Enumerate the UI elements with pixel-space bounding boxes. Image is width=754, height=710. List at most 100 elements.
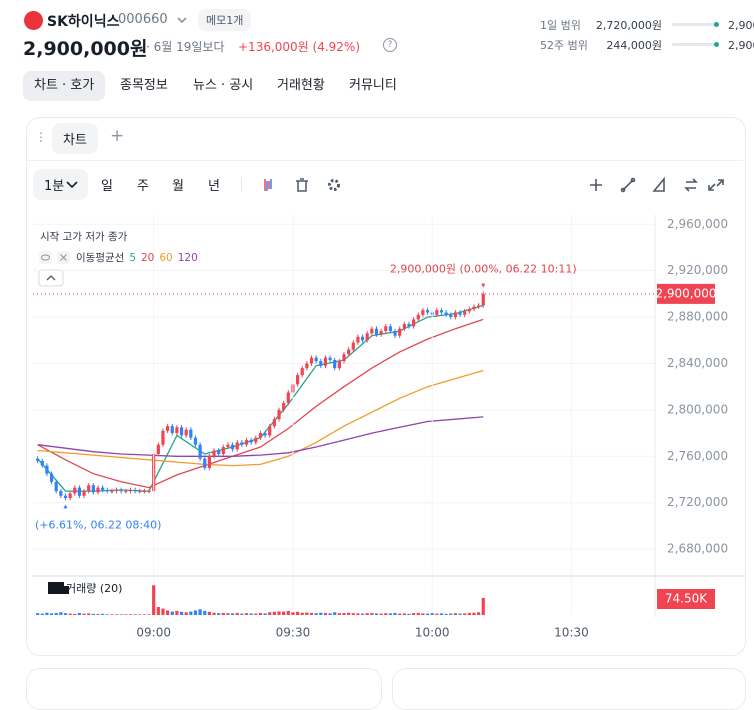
candle-body xyxy=(402,324,406,329)
candle-body xyxy=(268,426,272,436)
candle-body xyxy=(105,489,109,492)
candle-body xyxy=(309,357,314,364)
volume-bar xyxy=(365,613,369,615)
candle-body xyxy=(249,440,253,443)
volume-bar xyxy=(184,612,188,615)
period[interactable]: 일 xyxy=(101,179,113,194)
candle-body xyxy=(207,456,211,468)
volume-bar xyxy=(295,611,300,615)
candle-body xyxy=(226,444,230,448)
divider xyxy=(27,160,743,161)
range-bar xyxy=(672,43,718,46)
moving-average-line xyxy=(37,416,484,457)
y-tick-label: 2,920,000 xyxy=(667,263,728,277)
candle-body xyxy=(166,426,170,431)
interval[interactable]: 1분 xyxy=(44,179,65,194)
page: SK하이닉스 000660 메모1개 2,900,000원 · 6월 19일보다… xyxy=(23,9,754,710)
candle-body xyxy=(421,310,425,315)
candle-body xyxy=(240,442,244,445)
ma-legend-entry: 120 xyxy=(178,252,198,264)
ma-legend-entry: 5 xyxy=(129,252,136,264)
collapse-button[interactable] xyxy=(38,269,64,287)
drawing-tools[interactable] xyxy=(586,176,736,194)
tab[interactable]: 커뮤니티 xyxy=(349,78,397,93)
toolbar-icons[interactable] xyxy=(258,176,348,194)
volume-bar xyxy=(40,613,44,615)
chart-tab[interactable]: 차트 xyxy=(52,123,98,154)
chevron[interactable] xyxy=(176,14,188,26)
period[interactable]: 주 xyxy=(137,179,149,194)
volume-bar xyxy=(221,612,225,615)
candle-body xyxy=(49,473,54,482)
tab[interactable]: 뉴스 · 공시 xyxy=(193,78,254,93)
candle-body xyxy=(319,361,323,366)
period[interactable]: 월 xyxy=(172,179,184,194)
volume-bar xyxy=(351,613,355,615)
volume-bar xyxy=(291,612,295,615)
volume-bar xyxy=(477,612,481,615)
volume-bar xyxy=(305,612,309,615)
candle-body xyxy=(124,491,128,493)
candle-body xyxy=(175,427,179,434)
moving-average-line xyxy=(37,369,484,467)
candle-body xyxy=(370,328,374,334)
volume-bar xyxy=(481,597,485,615)
volume-logo xyxy=(48,582,69,594)
volume-bar xyxy=(388,613,393,615)
candle-body xyxy=(91,485,95,493)
interval-select[interactable] xyxy=(33,169,88,200)
volume-bar xyxy=(319,612,323,615)
add-tab[interactable]: + xyxy=(110,126,125,146)
chevron xyxy=(66,181,78,189)
candle-body xyxy=(425,310,430,313)
volume-bar xyxy=(152,585,156,615)
volume-bar xyxy=(467,612,471,615)
candle-body xyxy=(198,444,202,459)
logo xyxy=(24,11,43,30)
candle-body xyxy=(439,310,444,313)
candle-body xyxy=(161,430,165,445)
tab[interactable]: 종목정보 xyxy=(120,78,168,93)
candle-body xyxy=(286,392,290,403)
volume-bar xyxy=(449,613,453,615)
ma-visibility-icons[interactable] xyxy=(39,251,70,264)
candle-body xyxy=(444,312,448,315)
tab[interactable]: 차트 · 호가 xyxy=(23,71,106,101)
volume-bar xyxy=(398,613,402,615)
volume-bar xyxy=(235,612,239,615)
volume-bar xyxy=(430,613,434,615)
volume-bar xyxy=(114,614,119,615)
candle-body xyxy=(82,491,86,496)
candle-body xyxy=(119,489,123,492)
y-tick-label: 2,680,000 xyxy=(667,542,728,556)
candle-body xyxy=(453,312,458,318)
candle-body xyxy=(416,314,420,320)
candle-body xyxy=(258,433,263,438)
moving-average-line xyxy=(37,318,484,489)
volume-bar xyxy=(142,614,147,615)
memo-pill[interactable]: 메모1개 xyxy=(198,9,252,31)
volume-bar xyxy=(272,611,276,615)
volume-bar xyxy=(179,611,184,615)
candle-body xyxy=(388,326,393,332)
y-tick-label: 2,840,000 xyxy=(667,356,728,370)
range-dot xyxy=(714,42,719,47)
price-tag xyxy=(657,283,715,304)
volume-bar xyxy=(323,612,328,615)
ma-legend-title: 이동평균선 xyxy=(76,252,124,264)
volume-bar xyxy=(138,614,142,615)
volume-bar xyxy=(472,612,476,615)
candle-body xyxy=(393,331,397,336)
tab[interactable]: 거래현황 xyxy=(277,78,325,93)
volume-bar xyxy=(91,613,95,615)
x-tick-label: 10:30 xyxy=(554,626,589,640)
candle-body xyxy=(263,433,267,436)
candle-body xyxy=(179,427,184,436)
period[interactable]: 년 xyxy=(208,179,220,194)
ohlc-label: 시작 고가 저가 종가 xyxy=(40,231,128,243)
range-clip: 2,900,000원 xyxy=(728,37,754,53)
volume-bar xyxy=(402,613,406,615)
x-tick-label: 09:00 xyxy=(136,626,171,640)
candle-body xyxy=(133,489,137,492)
help-icon[interactable]: ? xyxy=(383,38,397,52)
